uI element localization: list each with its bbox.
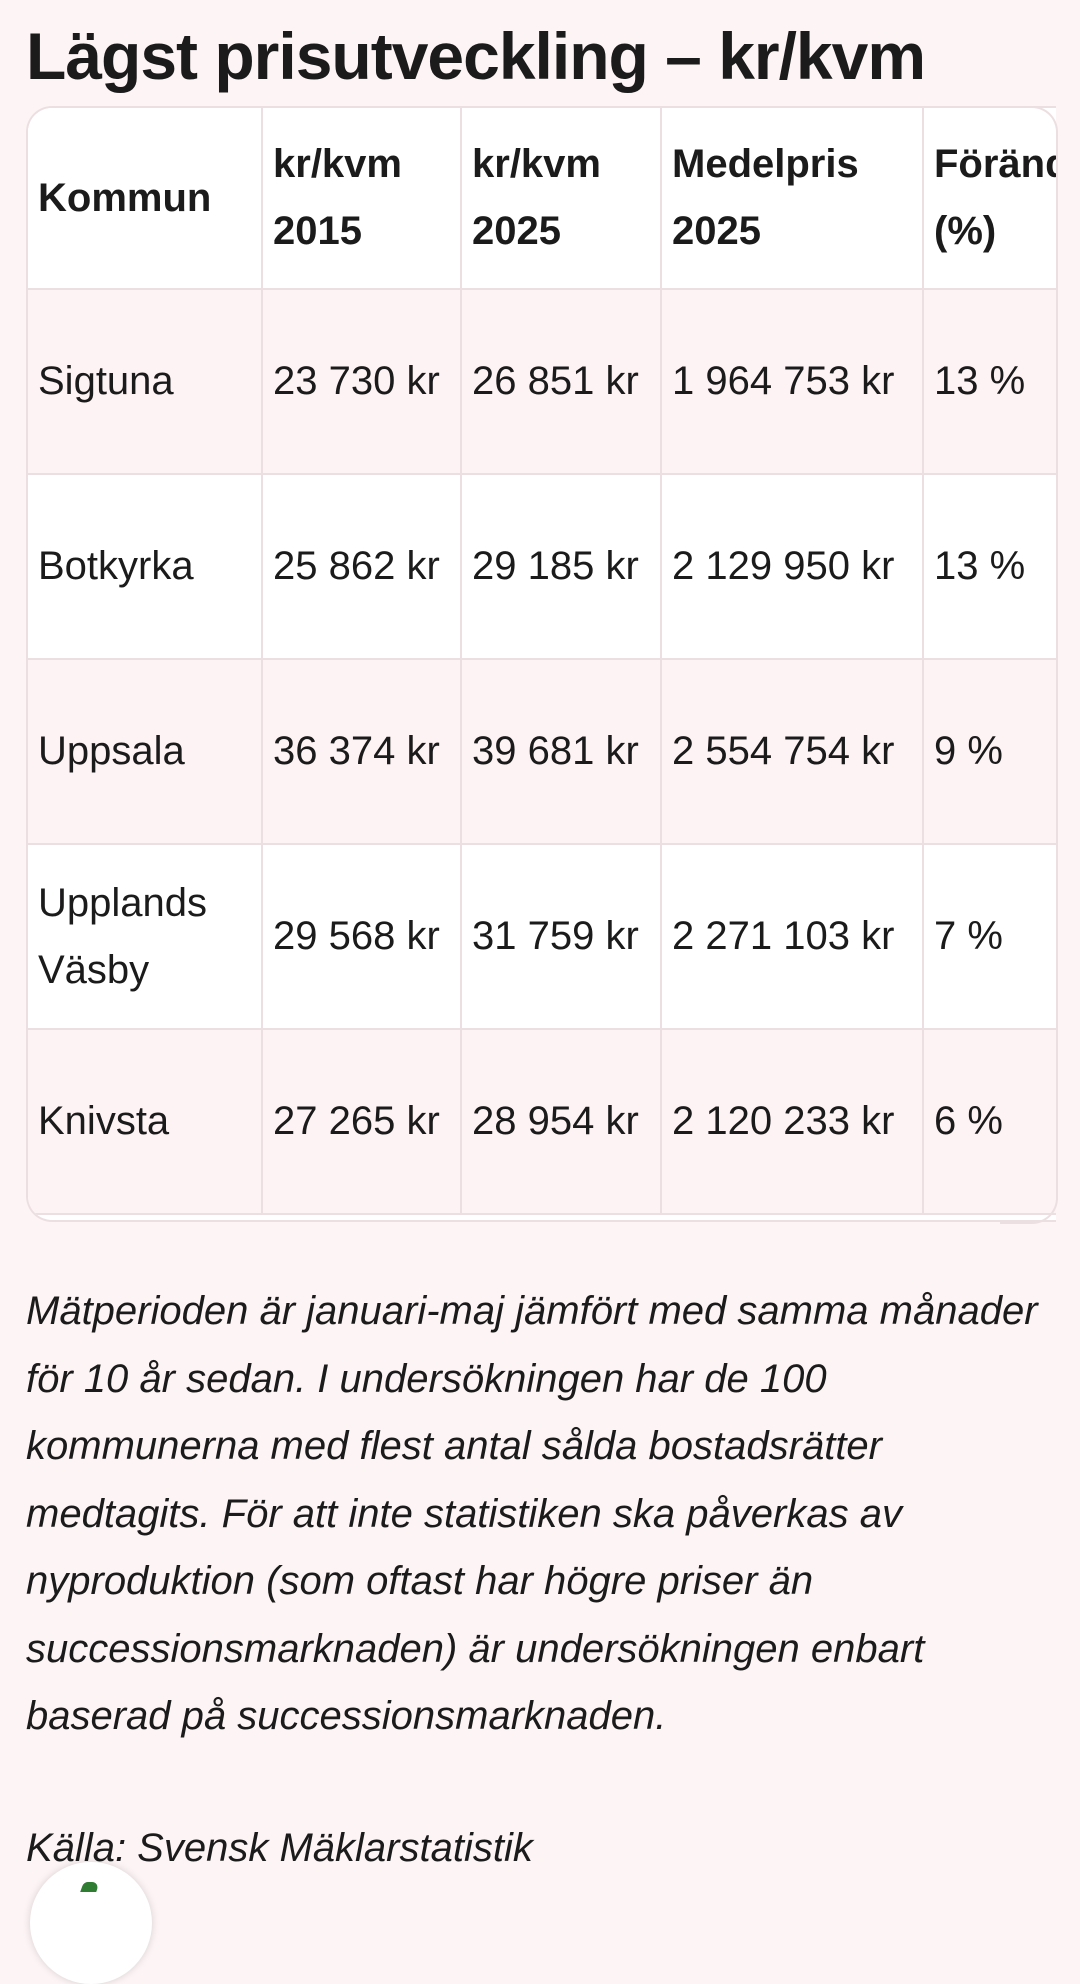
- cell-kommun: Uppsala: [28, 659, 263, 845]
- cell-change: 13 %: [923, 474, 1056, 660]
- header-label: Kommun: [38, 175, 212, 220]
- cell-kvm-2015: 29 568 kr: [262, 844, 462, 1030]
- cell-kvm-2025: 26 851 kr: [461, 289, 662, 475]
- header-change[interactable]: Förändring (%): [923, 108, 1056, 290]
- cell-kvm-2015: 23 730 kr: [262, 289, 462, 475]
- header-label: Förändring: [934, 142, 1056, 186]
- header-label: 2025: [672, 209, 761, 253]
- header-label: 2025: [472, 209, 561, 253]
- cell-change: 6 %: [923, 1029, 1056, 1215]
- header-label: 2015: [273, 209, 362, 253]
- cell-kvm-2015: 25 862 kr: [262, 474, 462, 660]
- cell-kvm-2015: 36 374 kr: [262, 659, 462, 845]
- page-title: Lägst prisutveckling – kr/kvm: [26, 19, 926, 93]
- source-credit: Källa: Svensk Mäklarstatistik: [26, 1826, 533, 1870]
- cell-kommun: Knivsta: [28, 1029, 263, 1215]
- price-table: Kommun kr/kvm 2015 kr/kvm 2025 Medelpris 20…: [26, 106, 1056, 1222]
- cell-change: 7 %: [923, 844, 1056, 1030]
- header-medelpris-2025[interactable]: Medelpris 2025: [661, 108, 924, 290]
- app-logo-icon: [80, 1882, 100, 1892]
- floating-action-button[interactable]: [30, 1862, 152, 1984]
- header-label: kr/kvm: [472, 142, 601, 186]
- cell-medelpris: 2 554 754 kr: [661, 659, 924, 845]
- table-row: Sigtuna 23 730 kr 26 851 kr 1 964 753 kr…: [28, 289, 1056, 475]
- cell-kommun: Upplands Väsby: [28, 844, 263, 1030]
- cell-kommun: Botkyrka: [28, 474, 263, 660]
- cell-change: 13 %: [923, 289, 1056, 475]
- cell-kvm-2015: 27 265 kr: [262, 1029, 462, 1215]
- cell-change: 9 %: [923, 659, 1056, 845]
- cell-kvm-2025: 31 759 kr: [461, 844, 662, 1030]
- header-kvm-2015[interactable]: kr/kvm 2015: [262, 108, 462, 290]
- cell-kommun: Sigtuna: [28, 289, 263, 475]
- cell-medelpris: 1 964 753 kr: [661, 289, 924, 475]
- table-header-row: Kommun kr/kvm 2015 kr/kvm 2025 Medelpris 20…: [28, 108, 1056, 290]
- cell-kvm-2025: 29 185 kr: [461, 474, 662, 660]
- table-row: Upplands Väsby 29 568 kr 31 759 kr 2 271…: [28, 844, 1056, 1030]
- header-label: Medelpris: [672, 142, 859, 186]
- cell-medelpris: 2 271 103 kr: [661, 844, 924, 1030]
- cell-medelpris: 2 120 233 kr: [661, 1029, 924, 1215]
- header-kvm-2025[interactable]: kr/kvm 2025: [461, 108, 662, 290]
- table-row: Uppsala 36 374 kr 39 681 kr 2 554 754 kr…: [28, 659, 1056, 845]
- method-note: Mätperioden är januari-maj jämfört med s…: [26, 1289, 1038, 1738]
- header-label: kr/kvm: [273, 142, 402, 186]
- header-label: (%): [934, 209, 997, 253]
- cell-kvm-2025: 39 681 kr: [461, 659, 662, 845]
- header-kommun[interactable]: Kommun: [28, 108, 263, 290]
- cell-kvm-2025: 28 954 kr: [461, 1029, 662, 1215]
- table-row: Botkyrka 25 862 kr 29 185 kr 2 129 950 k…: [28, 474, 1056, 660]
- cell-medelpris: 2 129 950 kr: [661, 474, 924, 660]
- table-row: Knivsta 27 265 kr 28 954 kr 2 120 233 kr…: [28, 1029, 1056, 1215]
